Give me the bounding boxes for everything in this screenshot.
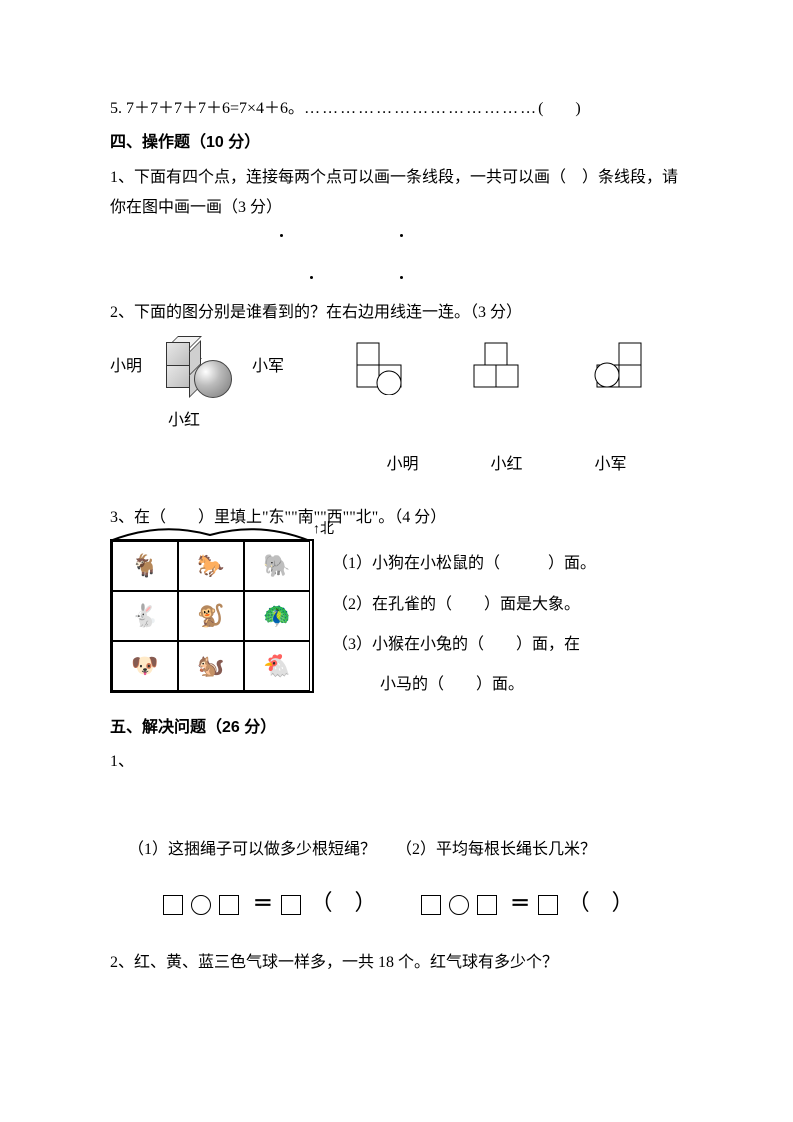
equation-templates: ＝ （ ） ＝ （ ） [110,882,683,924]
view-1 [344,339,414,395]
s4-q3-grid: ↑北 🐐 🐎 🐘 🐇 🐒 🦚 🐶 🐿️ 🐔 [110,539,314,693]
cell-0: 🐐 [112,541,178,591]
q5-dots: ………………………………… [304,94,538,124]
s4-q3-line4: 小马的（ ）面。 [332,670,683,700]
label-xiaojun: 小军 [252,352,284,382]
cell-7: 🐿️ [178,641,244,691]
s5-q1-b: （2）平均每根长绳长几米？ [396,835,596,865]
s5-q1-label: 1、 [110,747,683,777]
s4-q3-line1: （1）小狗在小松鼠的（ ）面。 [332,549,683,579]
section-4-title: 四、操作题（10 分） [110,128,683,158]
eq1-unit: （ ） [310,890,376,915]
section-5-title: 五、解决问题（26 分） [110,713,683,743]
s5-q1-a: （1）这捆绳子可以做多少根短绳？ [128,835,376,865]
s5-q1-subs: （1）这捆绳子可以做多少根短绳？ （2）平均每根长绳长几米？ [128,835,683,865]
cell-2: 🐘 [244,541,310,591]
cell-4: 🐒 [178,591,244,641]
s5-q2: 2、红、黄、蓝三色气球一样多，一共 18 个。红气球有多少个？ [110,948,683,978]
label-xiaohong: 小红 [168,406,683,436]
s4-q1-text: 1、下面有四个点，连接每两个点可以画一条线段，一共可以画（ ）条线段，请你在图中… [110,163,683,224]
cell-8: 🐔 [244,641,310,691]
eq2-unit: （ ） [568,890,634,915]
s4-q1-figure [250,228,490,288]
name-3: 小军 [561,450,661,480]
tf-question-5: 5. 7＋7＋7＋7＋6=7×4＋6。 ………………………………… ( ) [110,94,683,124]
q5-prefix: 5. [110,100,122,117]
cell-1: 🐎 [178,541,244,591]
name-2: 小红 [457,450,557,480]
north-label: ↑北 [313,517,334,544]
s4-q2-names-row: 小明 小红 小军 [110,450,683,480]
view-2 [464,339,534,395]
cell-6: 🐶 [112,641,178,691]
view-3 [584,339,654,395]
name-1: 小明 [353,450,453,480]
q5-expression: 7＋7＋7＋7＋6=7×4＋6。 [126,100,304,117]
cell-5: 🦚 [244,591,310,641]
q5-paren: ( ) [538,94,581,124]
label-xiaoming: 小明 [110,352,142,382]
s4-q2-figure: 小明 小军 [110,332,683,402]
s4-q2-text: 2、下面的图分别是谁看到的？在右边用线连一连。（3 分） [110,298,683,328]
cube-ball-scene [152,332,242,402]
s4-q3-line3: （3）小猴在小兔的（ ）面，在 [332,630,683,660]
s4-q3-line2: （2）在孔雀的（ ）面是大象。 [332,590,683,620]
cell-3: 🐇 [112,591,178,641]
